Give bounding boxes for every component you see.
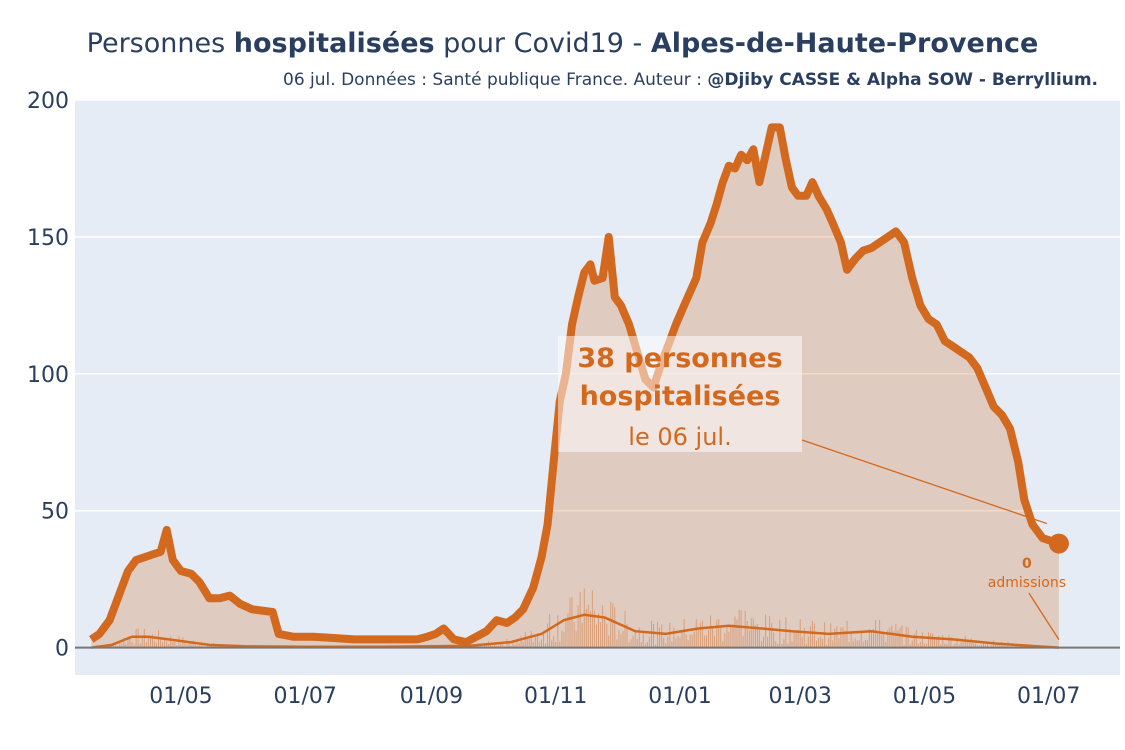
y-tick-label: 200 xyxy=(27,89,69,114)
annotation-hosp-line1: 38 personnes xyxy=(577,343,782,374)
annotation-hosp-line2: hospitalisées xyxy=(580,381,781,412)
chart-subtitle: 06 jul. Données : Santé publique France.… xyxy=(283,70,1098,90)
x-tick-label: 01/03 xyxy=(768,684,831,709)
y-tick-label: 150 xyxy=(27,226,69,251)
y-tick-label: 100 xyxy=(27,363,69,388)
annotation-box xyxy=(558,336,802,452)
y-tick-label: 50 xyxy=(41,500,69,525)
y-tick-label: 0 xyxy=(55,637,69,662)
x-tick-label: 01/11 xyxy=(524,684,587,709)
x-tick-label: 01/05 xyxy=(149,684,212,709)
annotation-admissions-label: admissions xyxy=(988,575,1066,591)
annotation-hosp-connector xyxy=(801,439,1048,525)
y-axis-ticks: 0 50 100 150 200 xyxy=(27,89,69,662)
annotation-admissions-value: 0 xyxy=(1022,556,1032,572)
x-tick-label: 01/07 xyxy=(273,684,336,709)
x-tick-label: 01/05 xyxy=(893,684,956,709)
x-tick-label: 01/01 xyxy=(648,684,711,709)
x-axis-ticks: 01/05 01/07 01/09 01/11 01/01 01/03 01/05 01/07 xyxy=(149,684,1080,709)
annotation-admissions-connector xyxy=(1028,592,1060,640)
admissions-smoothed-line xyxy=(91,613,1059,649)
annotation-hosp-line3: le 06 jul. xyxy=(628,423,731,451)
x-tick-label: 01/09 xyxy=(400,684,463,709)
x-tick-label: 01/07 xyxy=(1017,684,1080,709)
last-value-marker xyxy=(1048,533,1069,554)
chart-title: Personnes hospitalisées pour Covid19 - A… xyxy=(86,28,1039,59)
